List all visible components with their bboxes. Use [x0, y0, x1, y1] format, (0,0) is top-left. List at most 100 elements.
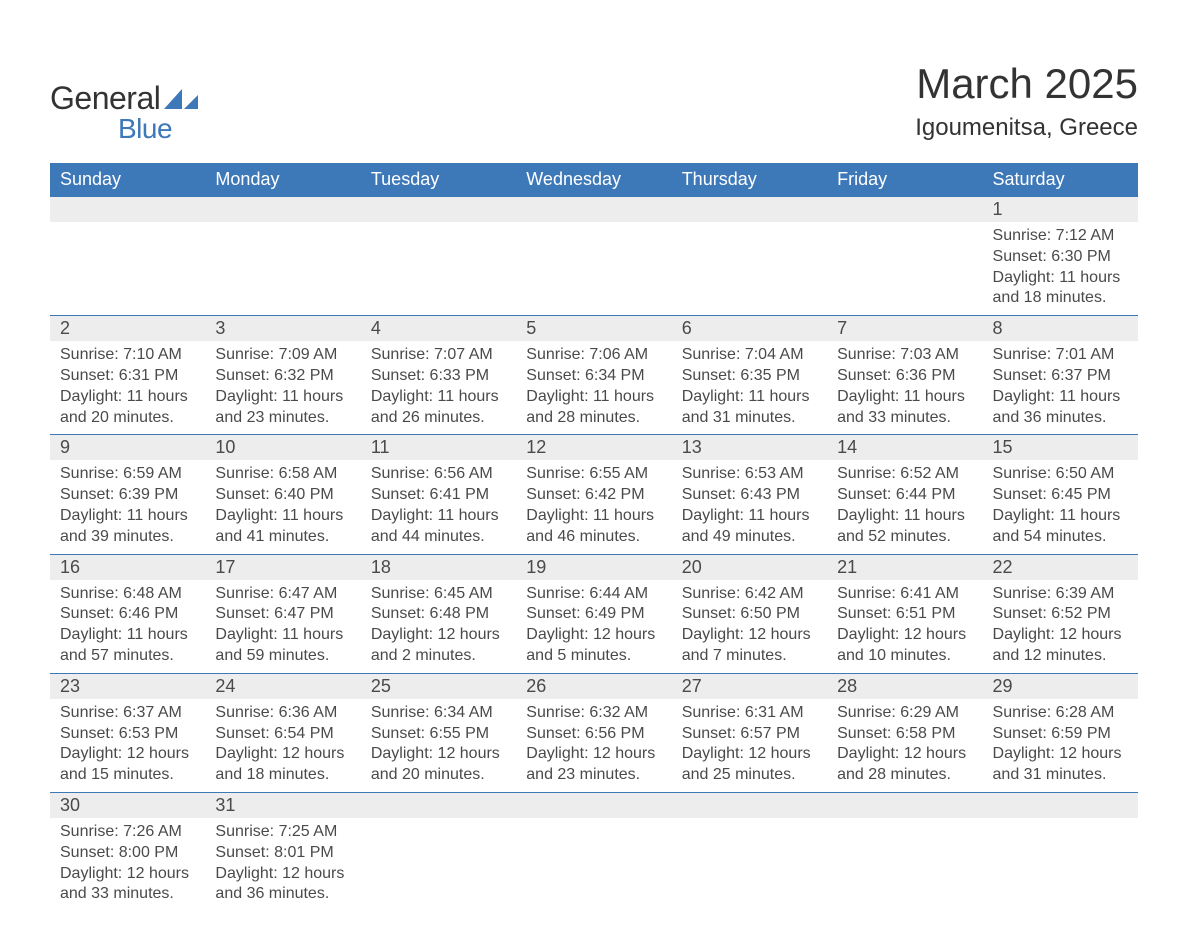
day-number: 12 [516, 435, 671, 460]
day-sunrise: Sunrise: 6:28 AM [993, 703, 1128, 724]
day-sunrise: Sunrise: 7:03 AM [837, 345, 972, 366]
day-daylight2: and 33 minutes. [837, 408, 972, 429]
calendar-cell-inner: 22Sunrise: 6:39 AMSunset: 6:52 PMDayligh… [983, 554, 1138, 673]
calendar-cell: 17 Sunrise: 6:47 AMSunset: 6:47 PMDayligh… [205, 554, 360, 673]
day-sunset: Sunset: 8:00 PM [60, 843, 195, 864]
day-sunset: Sunset: 6:52 PM [993, 604, 1128, 625]
day-sunset: Sunset: 6:48 PM [371, 604, 506, 625]
day-daylight2: and 23 minutes. [215, 408, 350, 429]
day-daylight1: Daylight: 12 hours [837, 625, 972, 646]
calendar-cell-inner: 10Sunrise: 6:58 AMSunset: 6:40 PMDayligh… [205, 434, 360, 553]
calendar-cell-inner: 14Sunrise: 6:52 AMSunset: 6:44 PMDayligh… [827, 434, 982, 553]
day-data: Sunrise: 7:03 AMSunset: 6:36 PMDaylight:… [827, 341, 982, 434]
day-number [827, 197, 982, 222]
day-data [983, 818, 1138, 828]
day-sunset: Sunset: 6:40 PM [215, 485, 350, 506]
day-data: Sunrise: 7:01 AMSunset: 6:37 PMDaylight:… [983, 341, 1138, 434]
day-sunrise: Sunrise: 6:58 AM [215, 464, 350, 485]
day-number: 20 [672, 555, 827, 580]
day-sunset: Sunset: 6:43 PM [682, 485, 817, 506]
day-daylight1: Daylight: 11 hours [60, 387, 195, 408]
day-number [672, 793, 827, 818]
day-daylight2: and 52 minutes. [837, 527, 972, 548]
day-data: Sunrise: 7:06 AMSunset: 6:34 PMDaylight:… [516, 341, 671, 434]
day-data: Sunrise: 6:32 AMSunset: 6:56 PMDaylight:… [516, 699, 671, 792]
calendar-cell-inner: 18Sunrise: 6:45 AMSunset: 6:48 PMDayligh… [361, 554, 516, 673]
day-number [361, 793, 516, 818]
calendar-cell-inner: 19Sunrise: 6:44 AMSunset: 6:49 PMDayligh… [516, 554, 671, 673]
calendar-cell: 12Sunrise: 6:55 AMSunset: 6:42 PMDayligh… [516, 434, 671, 553]
day-daylight1: Daylight: 11 hours [371, 506, 506, 527]
calendar-cell-inner: 23Sunrise: 6:37 AMSunset: 6:53 PMDayligh… [50, 673, 205, 792]
day-number: 3 [205, 316, 360, 341]
day-daylight1: Daylight: 11 hours [371, 387, 506, 408]
calendar-cell-inner [672, 196, 827, 302]
day-sunrise: Sunrise: 6:47 AM [215, 584, 350, 605]
weekday-header: Friday [827, 163, 982, 196]
day-sunrise: Sunrise: 6:32 AM [526, 703, 661, 724]
calendar-cell: 7Sunrise: 7:03 AMSunset: 6:36 PMDaylight… [827, 315, 982, 434]
day-number: 17 [205, 555, 360, 580]
calendar-cell: 19Sunrise: 6:44 AMSunset: 6:49 PMDayligh… [516, 554, 671, 673]
calendar-cell: 21Sunrise: 6:41 AMSunset: 6:51 PMDayligh… [827, 554, 982, 673]
day-sunrise: Sunrise: 6:53 AM [682, 464, 817, 485]
day-data: Sunrise: 6:48 AMSunset: 6:46 PMDaylight:… [50, 580, 205, 673]
calendar-week-row: 16Sunrise: 6:48 AMSunset: 6:46 PMDayligh… [50, 554, 1138, 673]
day-daylight1: Daylight: 11 hours [215, 625, 350, 646]
day-daylight1: Daylight: 12 hours [682, 744, 817, 765]
calendar-cell-inner: 27Sunrise: 6:31 AMSunset: 6:57 PMDayligh… [672, 673, 827, 792]
day-number: 22 [983, 555, 1138, 580]
day-number [672, 197, 827, 222]
weekday-header: Saturday [983, 163, 1138, 196]
calendar-page: General Blue March 2025 Igoumenitsa, Gre… [0, 0, 1188, 951]
day-daylight2: and 31 minutes. [682, 408, 817, 429]
day-daylight1: Daylight: 11 hours [837, 506, 972, 527]
calendar-cell-inner [361, 792, 516, 828]
day-daylight1: Daylight: 12 hours [526, 744, 661, 765]
day-data: Sunrise: 6:39 AMSunset: 6:52 PMDaylight:… [983, 580, 1138, 673]
day-number: 30 [50, 793, 205, 818]
day-number: 29 [983, 674, 1138, 699]
day-daylight2: and 59 minutes. [215, 646, 350, 667]
calendar-cell-inner: 31Sunrise: 7:25 AMSunset: 8:01 PMDayligh… [205, 792, 360, 911]
day-daylight1: Daylight: 11 hours [60, 506, 195, 527]
day-daylight2: and 44 minutes. [371, 527, 506, 548]
weekday-header: Sunday [50, 163, 205, 196]
day-sunrise: Sunrise: 6:31 AM [682, 703, 817, 724]
logo-triangle-icon [164, 85, 198, 114]
day-daylight2: and 39 minutes. [60, 527, 195, 548]
calendar-cell [361, 196, 516, 315]
day-sunrise: Sunrise: 6:59 AM [60, 464, 195, 485]
day-sunset: Sunset: 6:59 PM [993, 724, 1128, 745]
day-sunset: Sunset: 6:49 PM [526, 604, 661, 625]
day-data: Sunrise: 6:45 AMSunset: 6:48 PMDaylight:… [361, 580, 516, 673]
day-sunset: Sunset: 6:58 PM [837, 724, 972, 745]
calendar-cell-inner: 9Sunrise: 6:59 AMSunset: 6:39 PMDaylight… [50, 434, 205, 553]
day-number: 5 [516, 316, 671, 341]
day-data [361, 222, 516, 302]
day-number: 9 [50, 435, 205, 460]
calendar-cell-inner: 15Sunrise: 6:50 AMSunset: 6:45 PMDayligh… [983, 434, 1138, 553]
day-data: Sunrise: 6:41 AMSunset: 6:51 PMDaylight:… [827, 580, 982, 673]
day-number [516, 197, 671, 222]
day-daylight2: and 36 minutes. [993, 408, 1128, 429]
day-sunset: Sunset: 6:50 PM [682, 604, 817, 625]
day-sunrise: Sunrise: 7:07 AM [371, 345, 506, 366]
day-data: Sunrise: 6:58 AMSunset: 6:40 PMDaylight:… [205, 460, 360, 553]
calendar-cell: 30Sunrise: 7:26 AMSunset: 8:00 PMDayligh… [50, 792, 205, 911]
day-daylight2: and 18 minutes. [215, 765, 350, 786]
day-sunrise: Sunrise: 7:25 AM [215, 822, 350, 843]
day-sunset: Sunset: 6:37 PM [993, 366, 1128, 387]
day-daylight1: Daylight: 11 hours [215, 506, 350, 527]
calendar-cell-inner [672, 792, 827, 828]
day-number [361, 197, 516, 222]
day-number: 31 [205, 793, 360, 818]
location: Igoumenitsa, Greece [915, 114, 1138, 142]
calendar-cell [672, 792, 827, 911]
month-title: March 2025 [915, 60, 1138, 108]
day-sunset: Sunset: 6:32 PM [215, 366, 350, 387]
day-data [672, 222, 827, 302]
day-sunset: Sunset: 6:47 PM [215, 604, 350, 625]
day-number: 4 [361, 316, 516, 341]
day-number: 26 [516, 674, 671, 699]
